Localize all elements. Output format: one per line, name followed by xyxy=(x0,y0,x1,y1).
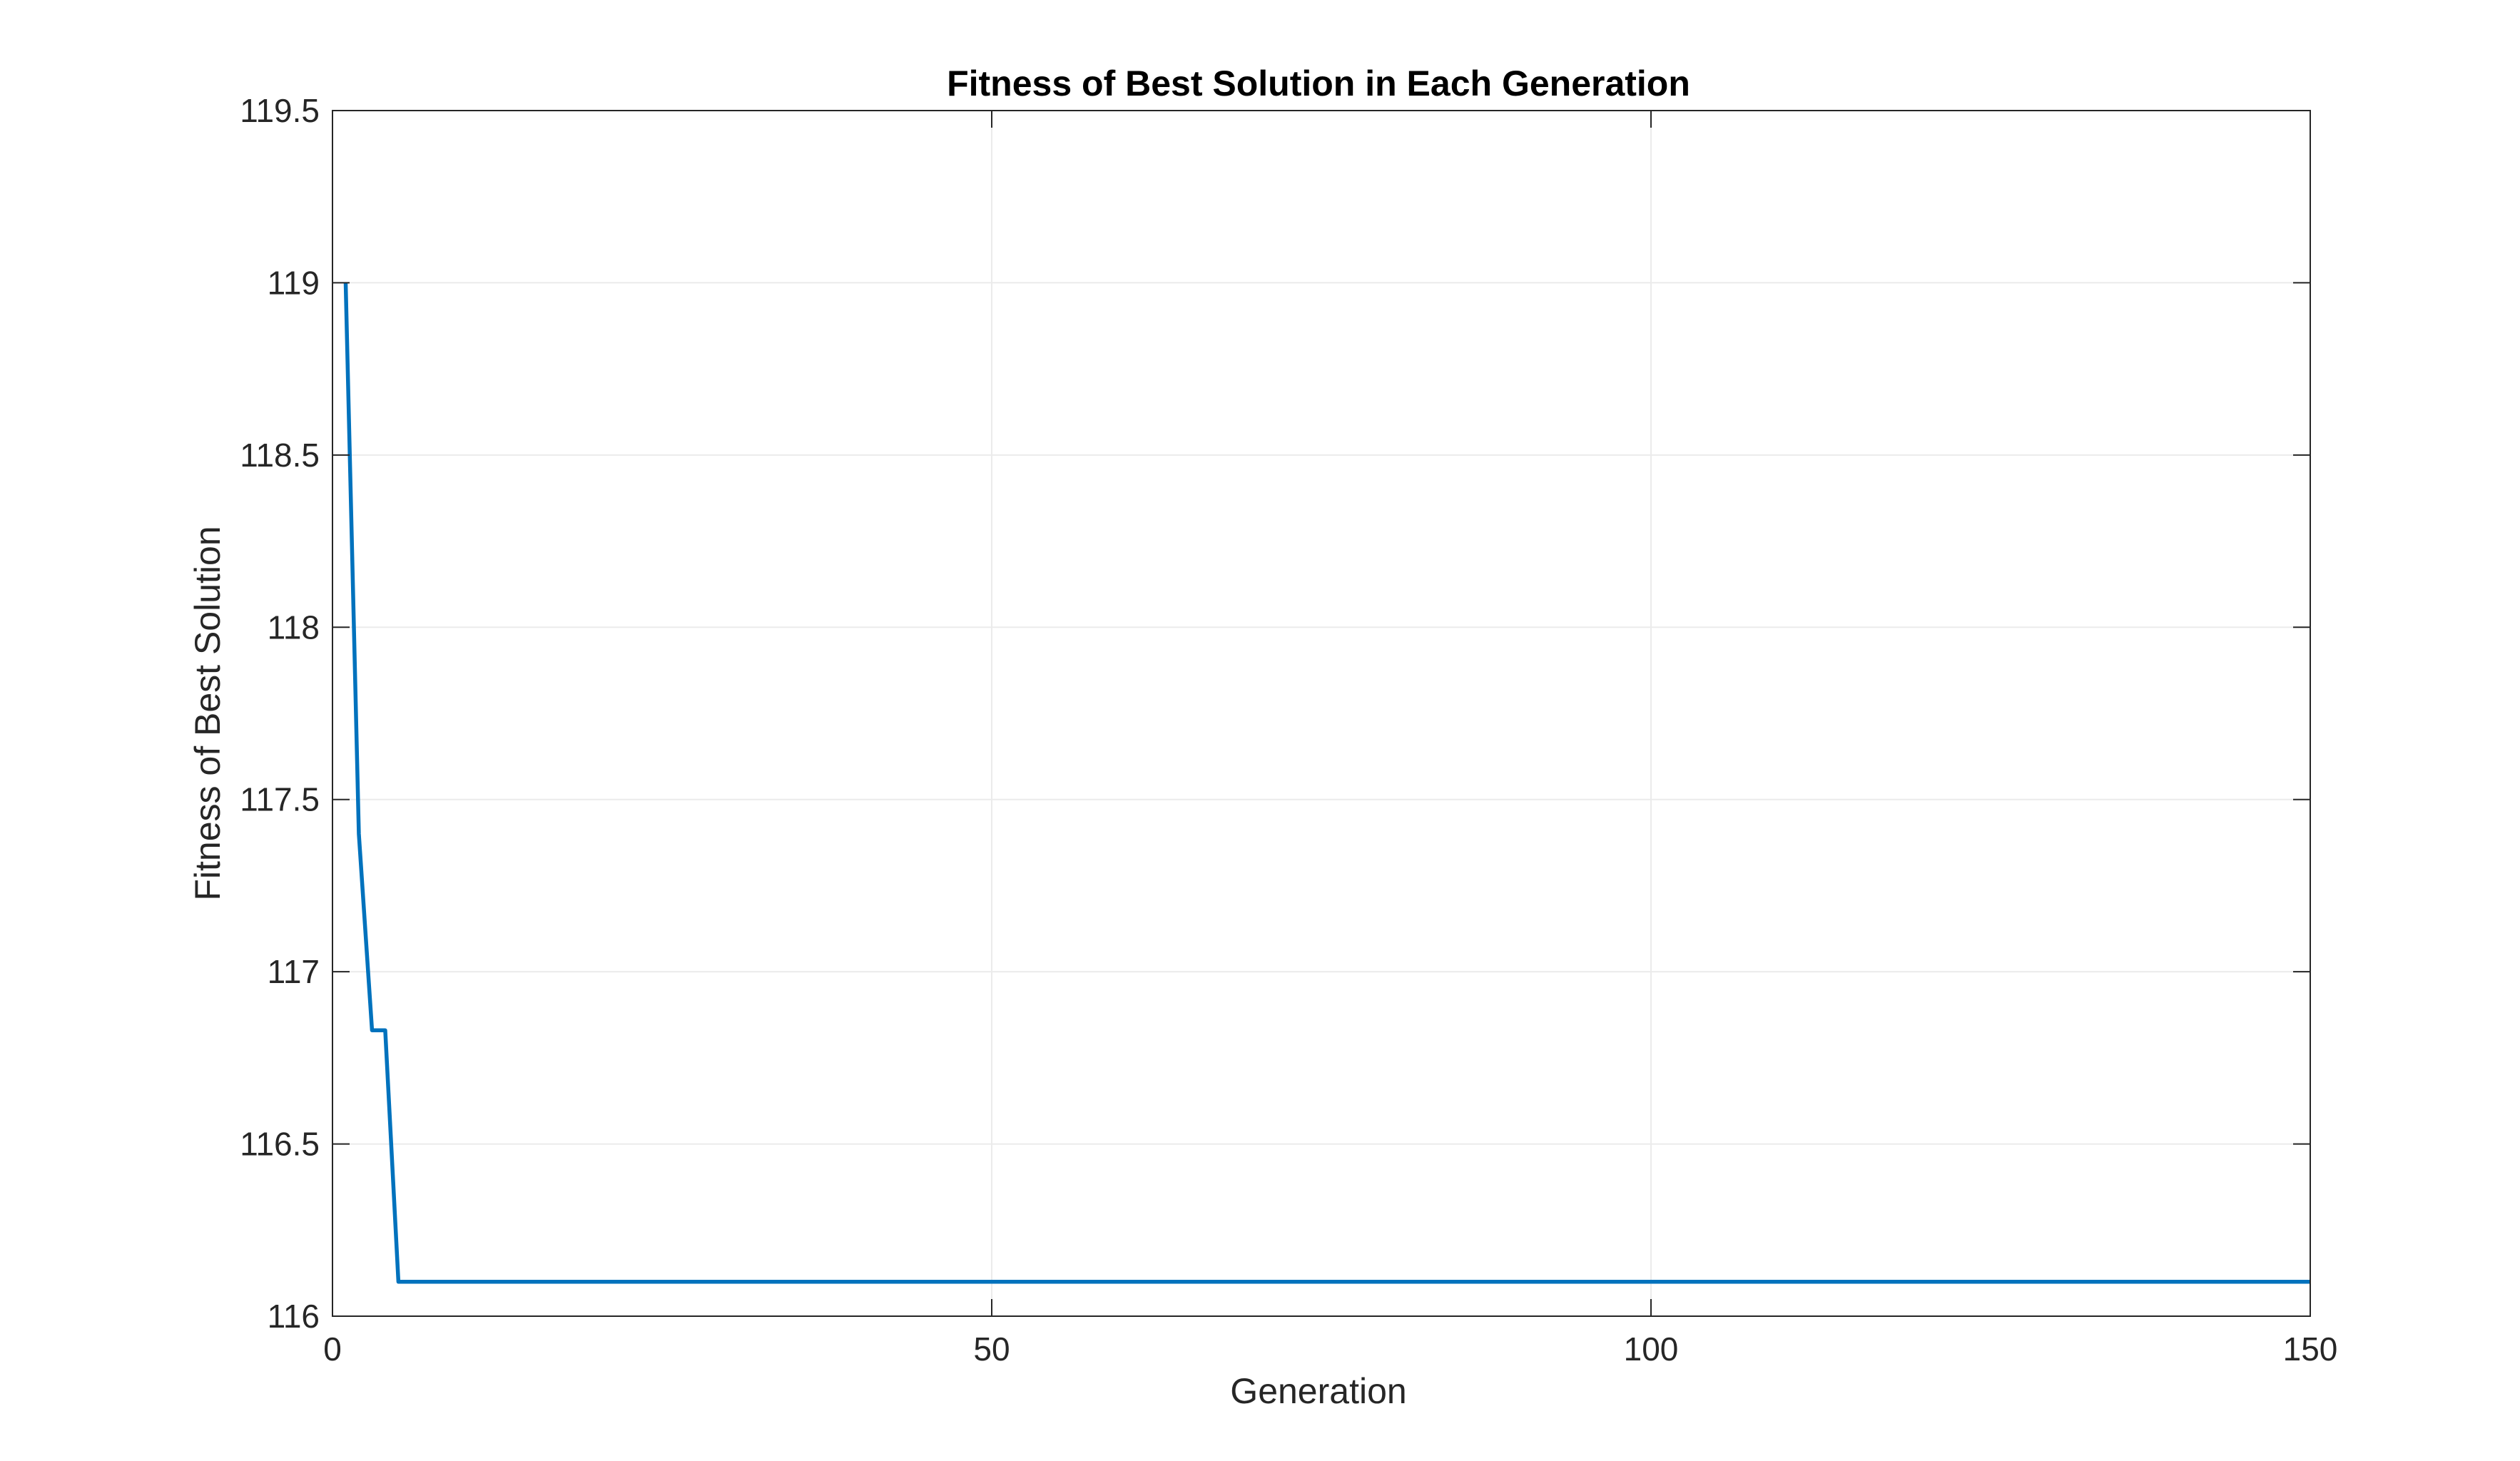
y-tick-label: 116 xyxy=(268,1298,320,1335)
tick-labels: 0 50 100 150 116 116.5 117 117.5 118 118.5 119 119.… xyxy=(240,92,2337,1368)
y-tick-label: 116.5 xyxy=(240,1126,320,1163)
y-tick-label: 117.5 xyxy=(240,781,320,818)
x-tick-label: 0 xyxy=(323,1330,342,1368)
y-tick-label: 117 xyxy=(268,953,320,990)
x-tick-label: 150 xyxy=(2283,1330,2338,1368)
series-layer xyxy=(343,282,2310,1284)
x-axis-label: Generation xyxy=(1230,1371,1406,1411)
axes-frame xyxy=(332,110,2311,1317)
x-tick-label: 100 xyxy=(1624,1330,1679,1368)
y-tick-label: 118 xyxy=(268,609,320,646)
chart-title: Fitness of Best Solution in Each Generat… xyxy=(947,63,1690,103)
axes-box xyxy=(332,110,2311,1317)
grid xyxy=(332,111,2310,1316)
y-axis-label: Fitness of Best Solution xyxy=(188,526,228,900)
series-line-0 xyxy=(343,282,2310,1284)
y-tick-label: 119 xyxy=(268,264,320,301)
y-tick-label: 119.5 xyxy=(240,92,320,129)
x-tick-label: 50 xyxy=(973,1330,1010,1368)
y-tick-label: 118.5 xyxy=(240,437,320,474)
